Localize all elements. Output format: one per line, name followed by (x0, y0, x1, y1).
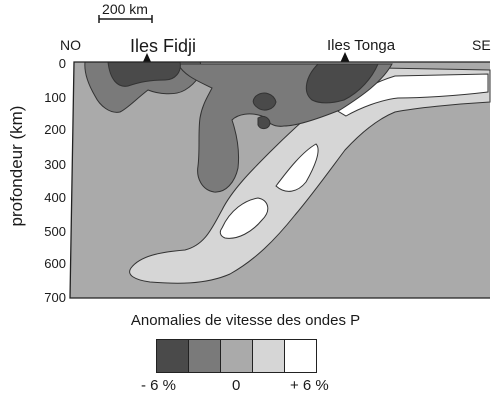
direction-right-label: SE (472, 37, 491, 53)
legend-swatch-mid-dark (188, 339, 221, 373)
depth-axis-label: profondeur (km) (7, 106, 26, 227)
scale-bar: 200 km (98, 1, 153, 23)
scale-bar-label: 200 km (102, 1, 148, 17)
legend-title: Anomalies de vitesse des ondes P (130, 312, 361, 329)
slab-zone-white-lower (219, 197, 269, 239)
direction-left-label: NO (60, 37, 81, 53)
legend-swatch-mid (220, 339, 253, 373)
depth-tick-200: 200 (44, 122, 66, 137)
depth-tick-400: 400 (44, 190, 66, 205)
legend-swatch-light (252, 339, 285, 373)
place-marker-fidji (142, 53, 152, 64)
legend-tick-minus: - 6 % (141, 377, 177, 394)
wedge-zone-dark-left (107, 61, 181, 87)
slab-zone-white-middle (275, 143, 319, 192)
legend-swatch-dark (156, 339, 189, 373)
depth-tick-700: 700 (44, 290, 66, 305)
section-frame (69, 61, 490, 299)
place-marker-tonga (340, 52, 350, 63)
depth-tick-600: 600 (44, 256, 66, 271)
place-label-fidji: Iles Fidji (130, 36, 196, 56)
depth-tick-500: 500 (44, 224, 66, 239)
legend-tick-plus: + 6 % (290, 377, 329, 394)
depth-tick-100: 100 (44, 90, 66, 105)
legend-swatch-white (284, 339, 317, 373)
depth-tick-300: 300 (44, 157, 66, 172)
depth-tick-0: 0 (59, 56, 66, 71)
wedge-zone-dark-right (305, 63, 379, 104)
wedge-zone-dark-center (252, 92, 277, 111)
legend-tick-zero: 0 (232, 377, 241, 394)
cross-section (69, 61, 491, 299)
depth-axis: 0 100 200 300 400 500 600 700 profondeur… (7, 56, 66, 305)
wedge-zone-dark-small (257, 115, 271, 130)
place-label-tonga: Iles Tonga (327, 37, 396, 54)
